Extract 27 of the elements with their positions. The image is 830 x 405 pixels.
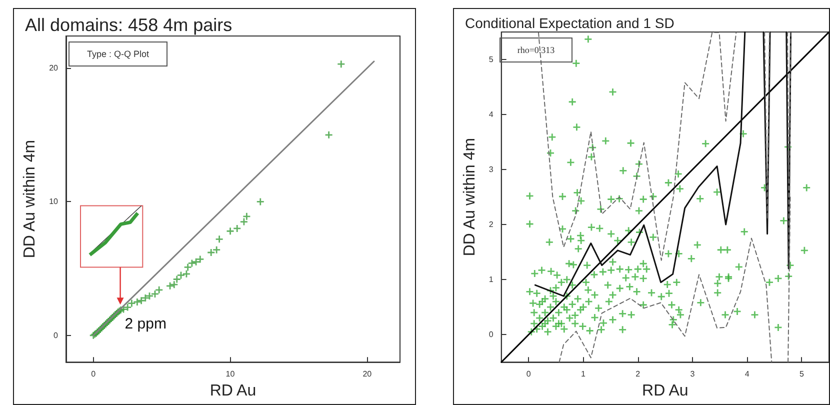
x-axis-title: RD Au (210, 382, 256, 400)
y-axis-title: DD Au within 4m (22, 140, 38, 258)
x-tick-label: 0 (91, 370, 96, 379)
x-tick-label: 5 (799, 370, 804, 379)
annotation: 2 ppm (124, 316, 166, 333)
y-tick-label: 1 (488, 275, 494, 284)
chart-title: Conditional Expectation and 1 SD (465, 15, 674, 31)
x-tick-label: 4 (744, 370, 750, 379)
annotation: Type : Q-Q Plot (86, 49, 150, 59)
y-tick-label: 4 (488, 110, 494, 120)
annotation: rho=0.313 (517, 45, 556, 55)
x-tick-label: 0 (526, 370, 532, 379)
y-tick-label: 10 (49, 197, 59, 206)
x-axis-title: RD Au (642, 382, 688, 400)
y-tick-label: 0 (54, 330, 59, 340)
x-tick-label: 3 (690, 370, 696, 379)
x-tick-label: 10 (226, 370, 236, 379)
x-tick-label: 2 (636, 370, 641, 379)
y-tick-label: 0 (488, 330, 494, 340)
y-tick-label: 2 (488, 220, 494, 230)
y-tick-label: 3 (488, 165, 494, 174)
x-tick-label: 1 (581, 370, 586, 379)
x-tick-label: 20 (362, 370, 372, 379)
y-tick-label: 20 (49, 64, 59, 73)
y-axis-title: DD Au within 4m (462, 138, 478, 256)
chart-title: All domains: 458 4m pairs (25, 15, 232, 35)
y-tick-label: 5 (488, 55, 494, 64)
